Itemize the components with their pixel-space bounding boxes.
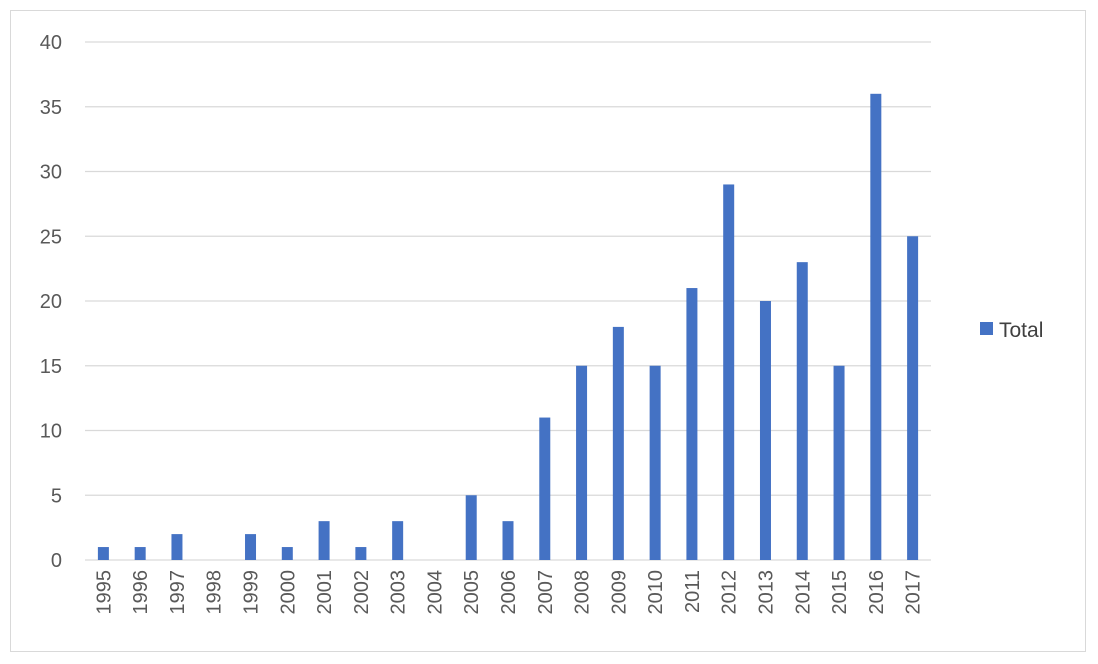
x-tick-label: 1998 bbox=[204, 570, 226, 615]
bar-2002 bbox=[355, 547, 367, 560]
x-tick-label: 2000 bbox=[277, 570, 299, 615]
x-axis-ticks: 1995 1996 1997 1998 1999 2000 2001 2002 2003 2004… bbox=[93, 570, 924, 615]
legend-swatch bbox=[980, 322, 993, 335]
y-tick-label: 5 bbox=[51, 485, 62, 507]
x-tick-label: 2010 bbox=[645, 570, 667, 615]
y-axis-ticks: 0 5 10 15 20 25 30 35 40 bbox=[40, 32, 62, 572]
x-tick-label: 2007 bbox=[535, 570, 557, 615]
y-tick-label: 0 bbox=[51, 550, 62, 572]
x-tick-label: 2002 bbox=[351, 570, 373, 615]
bar-2003 bbox=[392, 521, 404, 560]
x-tick-label: 2004 bbox=[424, 570, 446, 615]
gridlines bbox=[85, 41, 931, 561]
legend: Total bbox=[980, 319, 1043, 342]
y-tick-label: 40 bbox=[40, 32, 62, 54]
x-tick-label: 2008 bbox=[572, 570, 594, 615]
legend-label: Total bbox=[999, 319, 1043, 342]
bar-2017 bbox=[907, 236, 919, 560]
x-tick-label: 2012 bbox=[719, 570, 741, 615]
x-tick-label: 2016 bbox=[866, 570, 888, 615]
y-tick-label: 25 bbox=[40, 226, 62, 248]
y-tick-label: 20 bbox=[40, 291, 62, 313]
x-tick-label: 2003 bbox=[388, 570, 410, 615]
x-tick-label: 2014 bbox=[792, 570, 814, 615]
bar-2012 bbox=[723, 184, 735, 560]
y-tick-label: 15 bbox=[40, 356, 62, 378]
x-tick-label: 2011 bbox=[682, 570, 704, 613]
bar-2008 bbox=[576, 365, 588, 560]
x-tick-label: 1997 bbox=[167, 570, 189, 615]
x-tick-label: 1995 bbox=[93, 570, 115, 615]
x-tick-label: 2001 bbox=[314, 570, 336, 615]
bar-2013 bbox=[759, 301, 771, 560]
y-tick-label: 35 bbox=[40, 97, 62, 119]
bar-2010 bbox=[649, 365, 661, 560]
x-tick-label: 2013 bbox=[755, 570, 777, 615]
bar-2001 bbox=[318, 521, 330, 560]
bar-2015 bbox=[833, 365, 845, 560]
bar-2014 bbox=[796, 262, 808, 560]
bar-1997 bbox=[171, 534, 183, 560]
bar-2011 bbox=[686, 288, 698, 560]
bar-1995 bbox=[97, 547, 109, 560]
bar-2006 bbox=[502, 521, 514, 560]
bar-2016 bbox=[870, 93, 882, 561]
bar-2000 bbox=[281, 547, 293, 560]
y-tick-label: 10 bbox=[40, 421, 62, 443]
bar-2005 bbox=[465, 495, 477, 560]
x-tick-label: 2015 bbox=[829, 570, 851, 615]
x-tick-label: 1999 bbox=[241, 570, 263, 615]
bars bbox=[97, 93, 919, 561]
bar-1999 bbox=[245, 534, 257, 560]
bar-2009 bbox=[612, 326, 624, 560]
x-tick-label: 2005 bbox=[461, 570, 483, 615]
x-tick-label: 2017 bbox=[903, 570, 925, 615]
bar-1996 bbox=[134, 547, 146, 560]
bar-2007 bbox=[539, 417, 551, 560]
x-tick-label: 1996 bbox=[130, 570, 152, 615]
y-tick-label: 30 bbox=[40, 162, 62, 184]
x-tick-label: 2009 bbox=[608, 570, 630, 615]
x-tick-label: 2006 bbox=[498, 570, 520, 615]
